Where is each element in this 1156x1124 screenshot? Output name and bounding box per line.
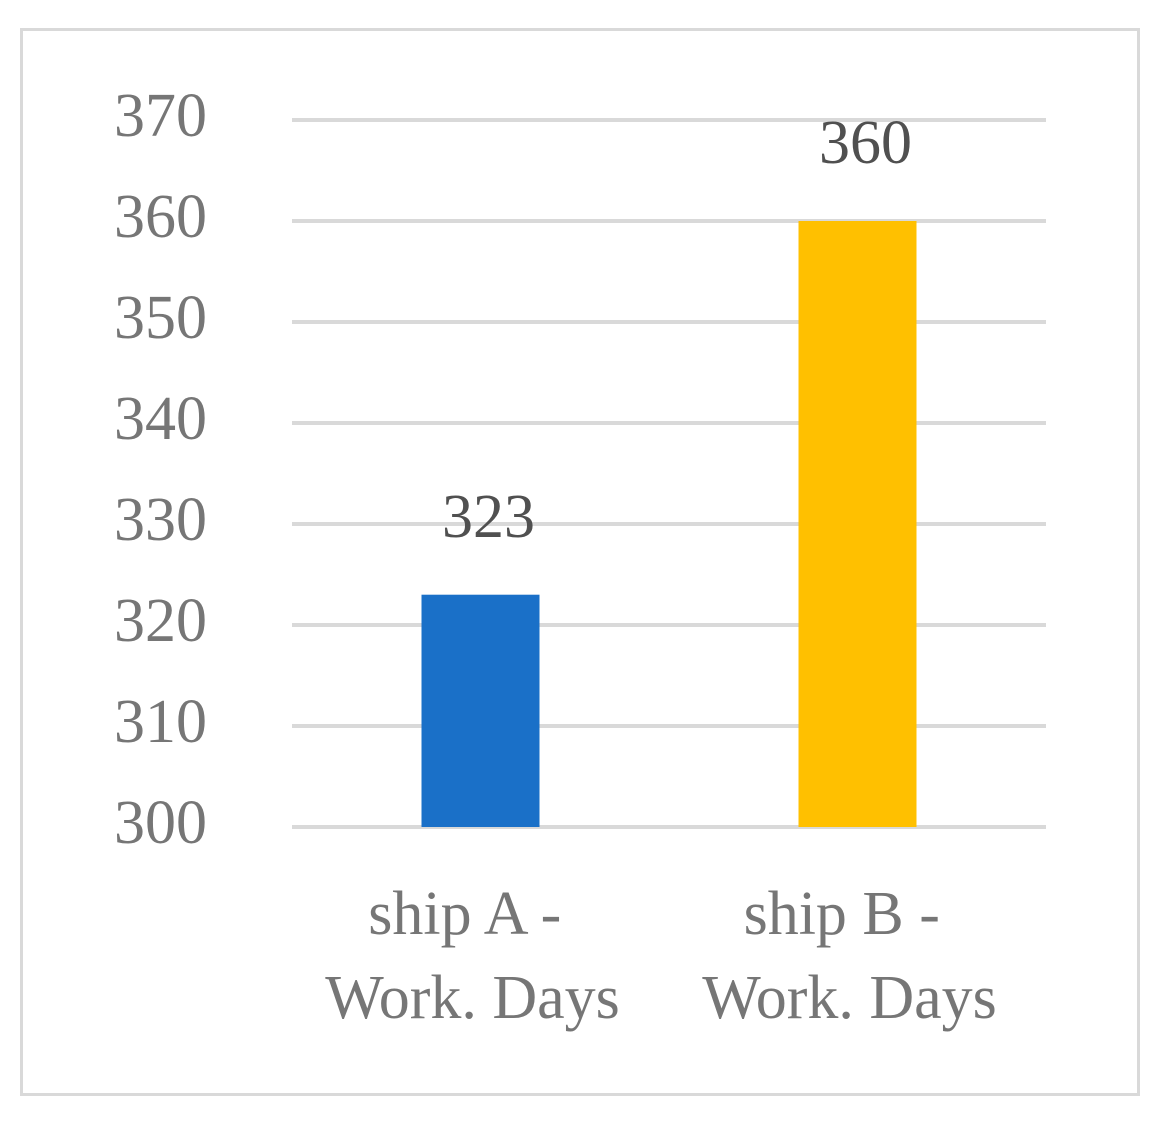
x-tick-label: ship A - Work. Days <box>325 880 620 1032</box>
value-label: 323 <box>442 483 535 551</box>
y-tick-label: 310 <box>114 688 207 756</box>
y-tick-label: 320 <box>114 587 207 655</box>
y-tick-label: 360 <box>114 183 207 251</box>
x-tick-label: ship B - Work. Days <box>702 880 997 1032</box>
bar <box>798 221 917 827</box>
bar <box>421 594 540 827</box>
label-line: Work. Days <box>325 964 620 1032</box>
label-line: ship A - <box>368 880 576 948</box>
value-label: 360 <box>819 109 912 177</box>
y-tick-label: 300 <box>114 789 207 857</box>
label-line: ship B - <box>744 880 956 948</box>
y-tick-label: 370 <box>114 82 207 150</box>
label-line: Work. Days <box>702 964 997 1032</box>
y-tick-label: 340 <box>114 385 207 453</box>
y-tick-label: 330 <box>114 486 207 554</box>
chart-frame <box>20 28 1140 1096</box>
y-tick-label: 350 <box>114 284 207 352</box>
